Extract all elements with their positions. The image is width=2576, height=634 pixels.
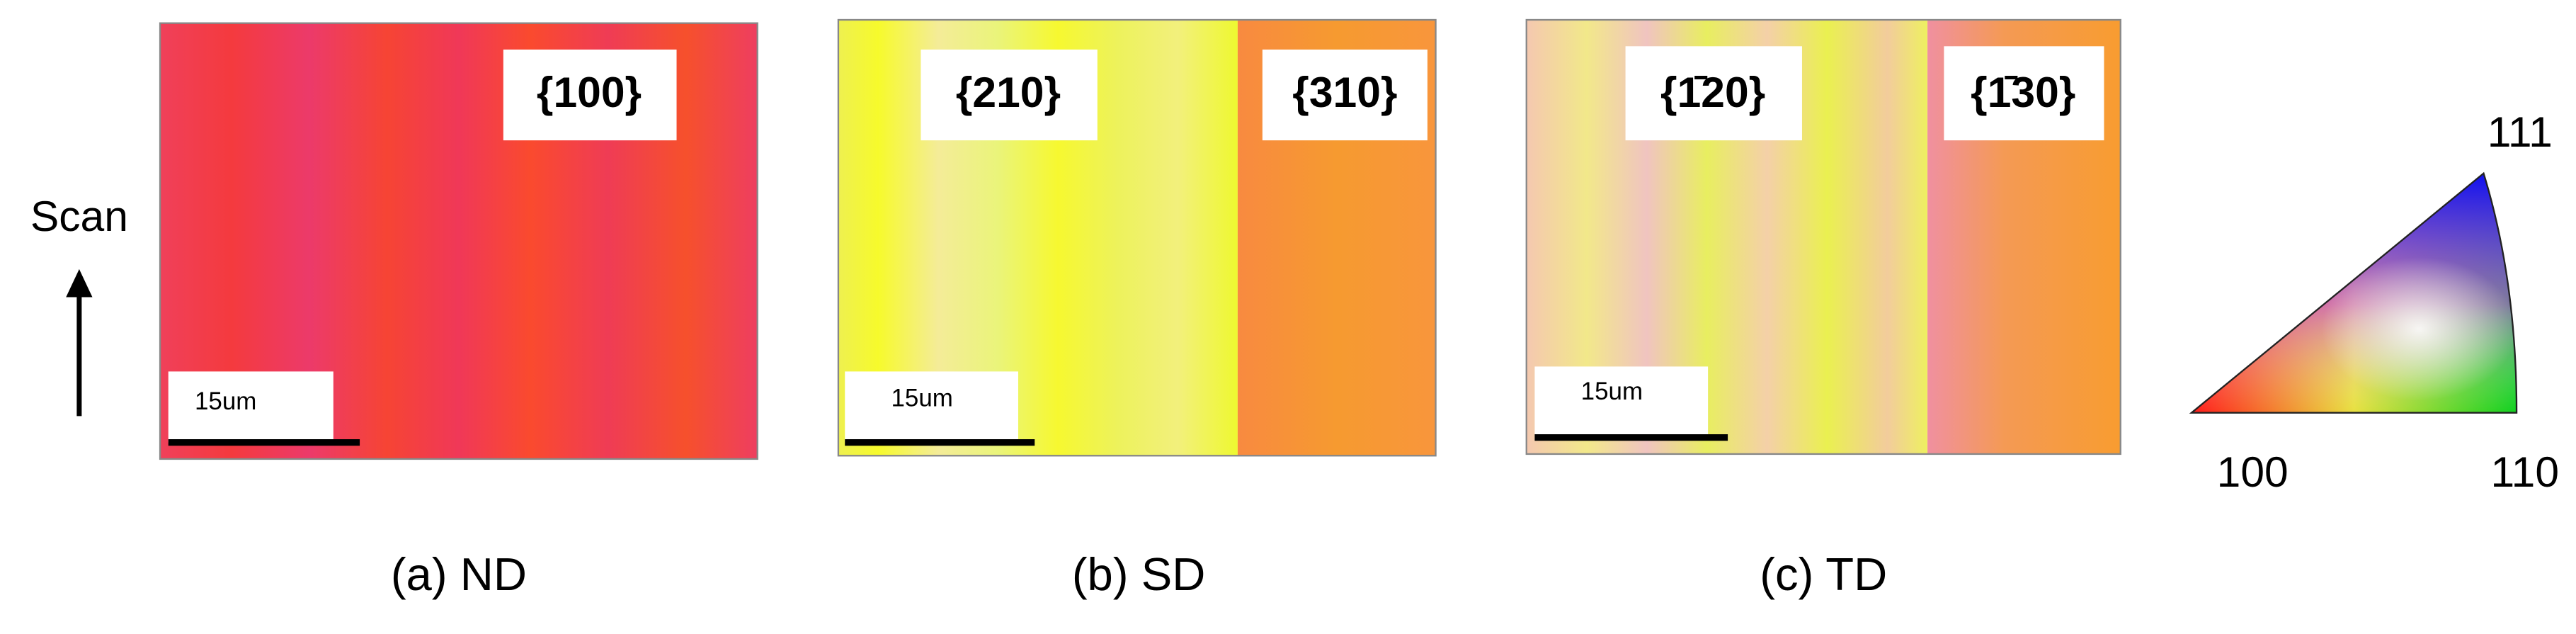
orientation-label: {1̄20} [1660, 68, 1765, 116]
caption: (c) TD [1760, 548, 1887, 600]
scale-bar-label: 15um [1581, 378, 1643, 405]
map-border [1525, 18, 2121, 455]
orientation-label: {210} [956, 68, 1061, 116]
ipf-label: 110 [2490, 448, 2559, 496]
label-box [921, 49, 1098, 141]
caption: (b) SD [1072, 548, 1206, 600]
label-box [1625, 46, 1802, 141]
ipf-overlay [2189, 171, 2518, 414]
caption: (a) ND [391, 548, 527, 600]
ipf-label: 111 [2487, 108, 2553, 156]
orientation-label: {310} [1292, 68, 1397, 116]
scale-bar-label: 15um [891, 384, 953, 412]
scale-box [1534, 366, 1709, 438]
orientation-label: {1̄30} [1971, 68, 2075, 116]
label-box [1944, 46, 2104, 141]
map-border [837, 18, 1437, 457]
orientation-label: {100} [537, 68, 642, 116]
scan-arrow-head [66, 268, 93, 298]
scale-bar-label: 15um [195, 387, 256, 415]
label-box [1262, 49, 1427, 141]
scale-box [845, 371, 1018, 443]
label-box [503, 49, 677, 141]
ipf-label: 100 [2217, 448, 2289, 496]
scan-label: Scan [30, 192, 128, 240]
scale-box [168, 371, 334, 443]
